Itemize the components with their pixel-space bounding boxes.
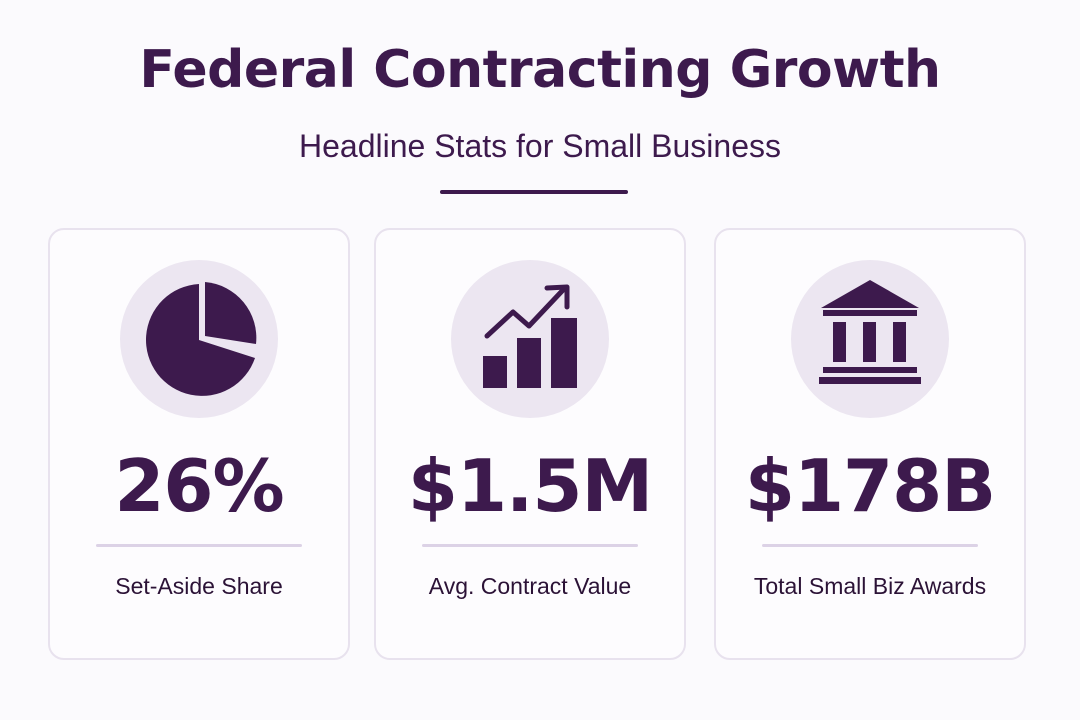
growth-chart-icon-badge — [451, 260, 609, 418]
stat-card-avg-contract-value: $1.5M Avg. Contract Value — [374, 228, 686, 660]
pie-chart-icon — [145, 282, 257, 396]
stat-card-total-small-biz-awards: $178B Total Small Biz Awards — [714, 228, 1026, 660]
stat-divider — [762, 544, 978, 547]
stat-value: 26% — [114, 444, 284, 528]
stat-value: $178B — [744, 444, 996, 528]
page-title: Federal Contracting Growth — [139, 40, 941, 100]
stat-divider — [96, 544, 302, 547]
government-building-icon-badge — [791, 260, 949, 418]
title-divider — [440, 190, 628, 194]
stat-divider — [422, 544, 638, 547]
stat-value: $1.5M — [407, 444, 653, 528]
pie-chart-icon-badge — [120, 260, 278, 418]
government-building-icon — [819, 280, 921, 384]
growth-chart-icon — [483, 284, 577, 388]
stat-label: Avg. Contract Value — [428, 573, 632, 599]
stat-label: Total Small Biz Awards — [753, 573, 987, 599]
page-subtitle: Headline Stats for Small Business — [299, 128, 781, 164]
stat-label: Set-Aside Share — [115, 573, 283, 599]
stat-card-set-aside-share: 26% Set-Aside Share — [48, 228, 350, 660]
